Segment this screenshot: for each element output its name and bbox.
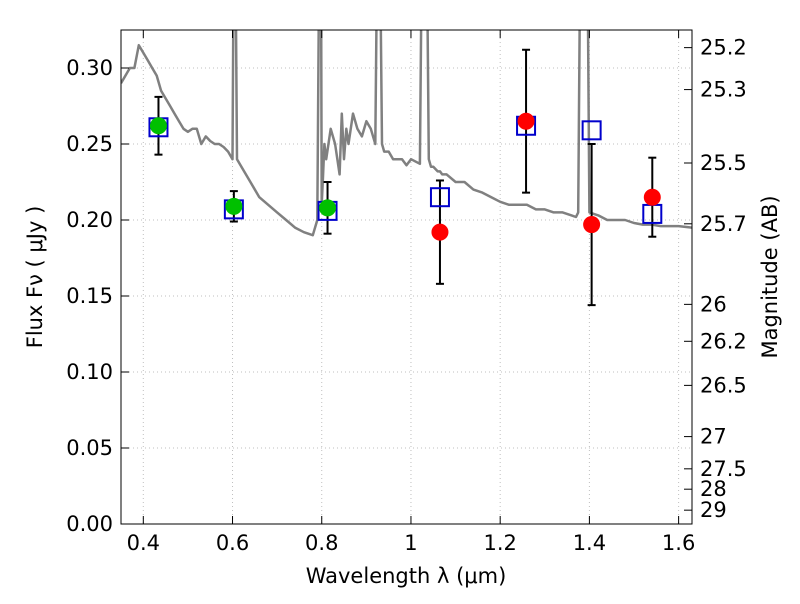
y2-tick-label: 26 [700, 292, 727, 316]
x-tick-label: 1.2 [483, 531, 516, 555]
y-tick-label: 0.20 [66, 208, 113, 232]
y-tick-label: 0.00 [66, 512, 113, 536]
y2-tick-label: 25.3 [700, 78, 747, 102]
observed-optical-point [319, 199, 337, 217]
template-spectrum-line [121, 30, 692, 237]
y-tick-label: 0.05 [66, 436, 113, 460]
y2-tick-label: 27.5 [700, 457, 747, 481]
y-tick-label: 0.15 [66, 284, 113, 308]
x-axis-label: Wavelength λ (μm) [306, 564, 507, 588]
y-tick-label: 0.30 [66, 56, 113, 80]
axis-ticks: 0.4 0.6 0.8 1 1.2 1.4 1.6 0.00 0.05 0.10 0.15 0.20 0… [66, 30, 747, 555]
y2-tick-label: 28 [700, 477, 727, 501]
observed-nir-point [583, 216, 601, 234]
x-tick-label: 1.6 [662, 531, 695, 555]
x-tick-label: 0.8 [305, 531, 338, 555]
x-tick-label: 1.4 [573, 531, 606, 555]
y-axis-label: Flux Fν ( μJy ) [23, 206, 47, 349]
observed-nir-point [643, 188, 661, 206]
y2-axis-label: Magnitude (AB) [758, 195, 782, 358]
model-photometry-point [581, 120, 602, 141]
observed-optical-point [149, 117, 167, 135]
y2-tick-label: 29 [700, 498, 727, 522]
y-tick-label: 0.10 [66, 360, 113, 384]
plot-frame [120, 29, 693, 525]
y2-tick-label: 25.5 [700, 151, 747, 175]
y-tick-label: 0.25 [66, 132, 113, 156]
y2-tick-label: 27 [700, 425, 727, 449]
observed-optical-point [225, 197, 243, 215]
model-photometry-point [429, 187, 450, 208]
observed-nir-point [431, 223, 449, 241]
x-tick-label: 0.4 [127, 531, 160, 555]
x-tick-label: 1 [404, 531, 417, 555]
y2-tick-label: 26.5 [700, 373, 747, 397]
x-tick-label: 0.6 [216, 531, 249, 555]
observed-nir-point [517, 112, 535, 130]
plot-area [121, 30, 692, 307]
y2-tick-label: 25.2 [700, 36, 747, 60]
y2-tick-label: 25.7 [700, 212, 747, 236]
y2-tick-label: 26.2 [700, 329, 747, 353]
grid-lines [121, 30, 692, 525]
